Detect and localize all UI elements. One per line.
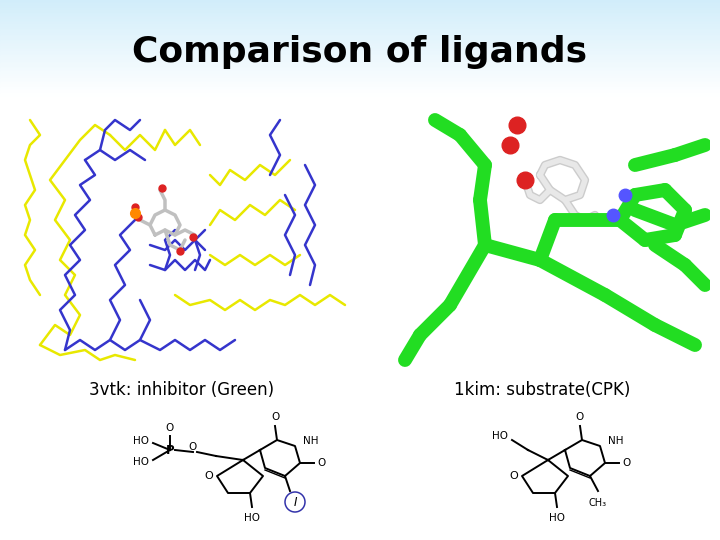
- Bar: [0, 0, 720, 2]
- Bar: [0, 89, 720, 90]
- Text: O: O: [204, 471, 213, 481]
- Bar: [0, 12, 720, 14]
- Bar: [0, 5, 720, 6]
- Bar: [0, 81, 720, 82]
- Text: O: O: [189, 442, 197, 452]
- Text: O: O: [622, 458, 630, 468]
- Bar: [0, 49, 720, 51]
- Bar: [0, 48, 720, 49]
- Text: NH: NH: [303, 436, 318, 446]
- Bar: [0, 87, 720, 89]
- Bar: [0, 66, 720, 68]
- Bar: [0, 8, 720, 10]
- Text: O: O: [271, 412, 279, 422]
- Bar: [0, 54, 720, 56]
- Bar: [0, 82, 720, 84]
- Bar: [0, 32, 720, 33]
- Bar: [0, 70, 720, 71]
- Bar: [0, 29, 720, 30]
- Text: I: I: [293, 496, 297, 509]
- Bar: [0, 85, 720, 87]
- Bar: [0, 24, 720, 25]
- Bar: [0, 44, 720, 46]
- Bar: [0, 36, 720, 38]
- Bar: [0, 39, 720, 41]
- Bar: [0, 71, 720, 73]
- Bar: [0, 22, 720, 24]
- Bar: [0, 78, 720, 79]
- Bar: [0, 79, 720, 81]
- Bar: [0, 10, 720, 11]
- Bar: [0, 43, 720, 44]
- Bar: [0, 30, 720, 32]
- Text: 3vtk: inhibitor (Green): 3vtk: inhibitor (Green): [89, 381, 274, 399]
- Bar: [0, 17, 720, 19]
- Bar: [0, 25, 720, 27]
- Bar: [0, 75, 720, 76]
- Text: HO: HO: [244, 513, 260, 523]
- Bar: [0, 11, 720, 12]
- Bar: [0, 3, 720, 5]
- Text: HO: HO: [133, 457, 149, 467]
- Text: O: O: [317, 458, 325, 468]
- Bar: [0, 76, 720, 78]
- Bar: [0, 90, 720, 92]
- Bar: [0, 19, 720, 21]
- Bar: [0, 16, 720, 17]
- Bar: [0, 27, 720, 29]
- Bar: [0, 33, 720, 35]
- Text: HO: HO: [492, 431, 508, 441]
- Bar: [0, 52, 720, 54]
- Bar: [0, 57, 720, 58]
- Bar: [0, 65, 720, 66]
- Bar: [0, 84, 720, 85]
- Bar: [0, 38, 720, 39]
- Bar: [0, 63, 720, 65]
- Bar: [0, 73, 720, 75]
- Bar: [0, 93, 720, 95]
- Bar: [0, 92, 720, 93]
- Text: Comparison of ligands: Comparison of ligands: [132, 35, 588, 69]
- Text: HO: HO: [133, 436, 149, 446]
- Bar: [0, 6, 720, 8]
- Bar: [0, 46, 720, 48]
- Bar: [0, 60, 720, 62]
- Text: O: O: [576, 412, 584, 422]
- Text: P: P: [166, 443, 174, 456]
- Bar: [0, 68, 720, 70]
- Text: 1kim: substrate(CPK): 1kim: substrate(CPK): [454, 381, 630, 399]
- Bar: [0, 41, 720, 43]
- Text: NH: NH: [608, 436, 624, 446]
- Bar: [0, 62, 720, 63]
- Bar: [0, 58, 720, 60]
- Bar: [0, 2, 720, 3]
- Text: O: O: [166, 423, 174, 433]
- Bar: [0, 51, 720, 52]
- Text: CH₃: CH₃: [589, 498, 607, 508]
- Text: O: O: [509, 471, 518, 481]
- Bar: [0, 56, 720, 57]
- Bar: [0, 21, 720, 22]
- Bar: [0, 14, 720, 16]
- Text: HO: HO: [549, 513, 565, 523]
- Bar: [0, 35, 720, 36]
